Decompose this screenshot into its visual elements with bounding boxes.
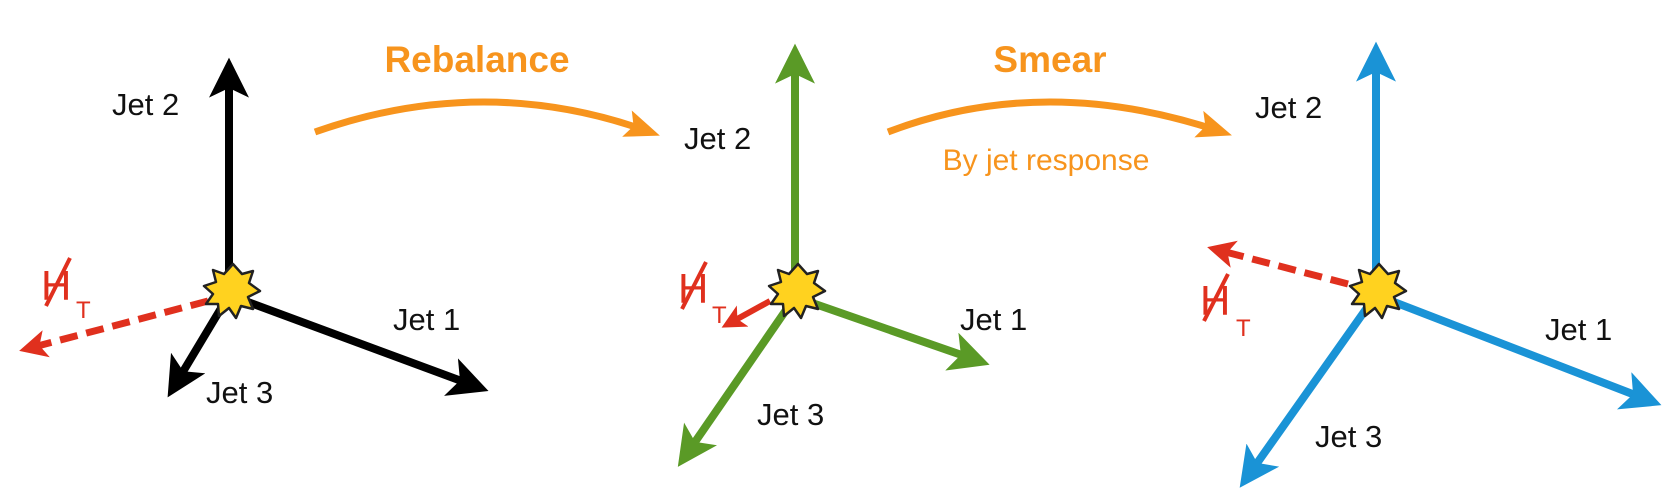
rebalance-step: Rebalance (315, 39, 650, 132)
panel-smeared-event: Jet 2 Jet 1 Jet 3 H T (1200, 56, 1648, 476)
met-label-rebalanced: H T (678, 262, 727, 329)
collision-vertex-icon (769, 264, 825, 318)
collision-vertex-icon (204, 264, 260, 318)
jet1-arrow-rebalanced (795, 297, 976, 360)
jet3-label-original: Jet 3 (206, 375, 273, 410)
met-arrow-smeared (1218, 250, 1348, 284)
rebalance-arrow (315, 102, 650, 132)
jet2-label-rebalanced: Jet 2 (684, 121, 751, 156)
jet1-label-original: Jet 1 (393, 302, 460, 337)
collision-vertex-icon (1350, 264, 1406, 318)
panel-rebalanced-event: Jet 2 Jet 1 Jet 3 H T (678, 58, 1027, 455)
smear-sublabel: By jet response (943, 144, 1150, 177)
jet1-label-rebalanced: Jet 1 (960, 302, 1027, 337)
jet2-label-smeared: Jet 2 (1255, 90, 1322, 125)
met-subscript-smeared: T (1236, 315, 1251, 342)
jet3-label-rebalanced: Jet 3 (757, 397, 824, 432)
met-subscript-original: T (76, 297, 91, 324)
jet1-arrow-smeared (1376, 295, 1648, 400)
met-label-original: H T (41, 258, 91, 324)
smear-step: Smear By jet response (888, 39, 1222, 177)
jet1-label-smeared: Jet 1 (1545, 312, 1612, 347)
met-subscript-rebalanced: T (712, 302, 727, 329)
panel-original-event: Jet 2 Jet 1 Jet 3 H T (30, 72, 475, 410)
rebalance-label: Rebalance (384, 39, 569, 80)
smear-label: Smear (993, 39, 1106, 80)
smear-arrow (888, 102, 1222, 132)
met-label-smeared: H T (1200, 274, 1251, 342)
met-arrow-rebalanced (730, 301, 770, 323)
jet2-label-original: Jet 2 (112, 87, 179, 122)
jet3-label-smeared: Jet 3 (1315, 419, 1382, 454)
